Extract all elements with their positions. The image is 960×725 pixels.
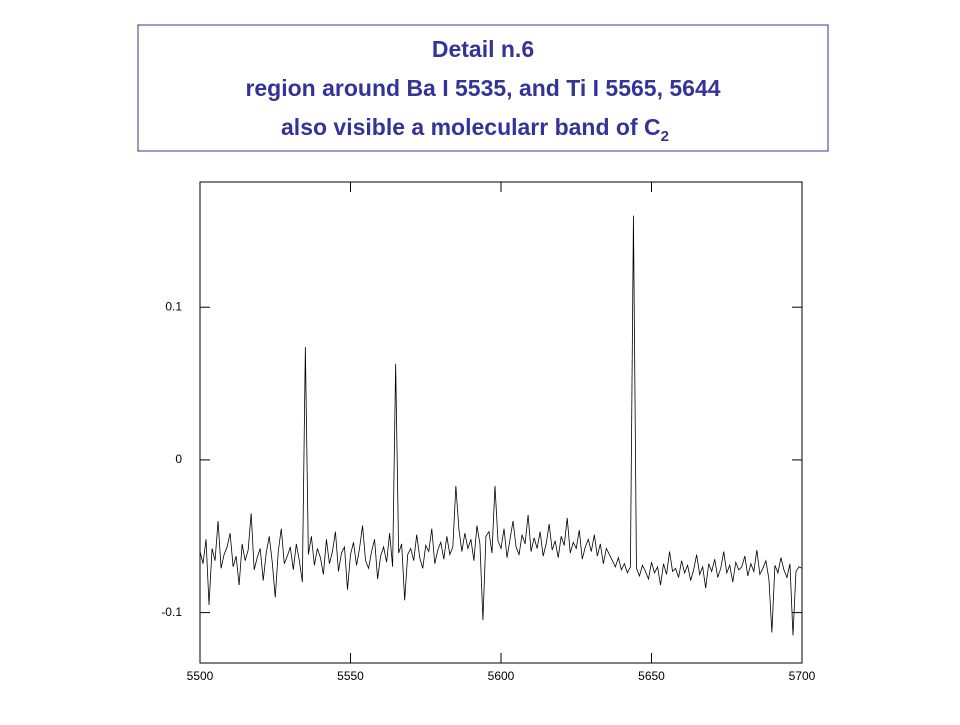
title-line: region around Ba I 5535, and Ti I 5565, … — [245, 75, 720, 101]
y-tick-label: 0.1 — [165, 299, 182, 313]
title-line: also visible a molecularr band of C2 — [281, 114, 669, 145]
x-tick-label: 5500 — [187, 669, 214, 683]
x-tick-label: 5550 — [337, 669, 364, 683]
title-text: also visible a molecularr band of C — [281, 114, 661, 140]
title-subscript: 2 — [661, 128, 669, 145]
plot-frame — [199, 181, 803, 664]
y-tick-label: -0.1 — [161, 605, 182, 619]
spectrum-line — [199, 215, 803, 636]
title-line: Detail n.6 — [432, 36, 534, 62]
x-tick-label: 5650 — [638, 669, 665, 683]
x-tick-label: 5700 — [789, 669, 816, 683]
x-tick-label: 5600 — [488, 669, 515, 683]
y-tick-label: 0 — [175, 452, 182, 466]
title-box — [137, 24, 829, 152]
